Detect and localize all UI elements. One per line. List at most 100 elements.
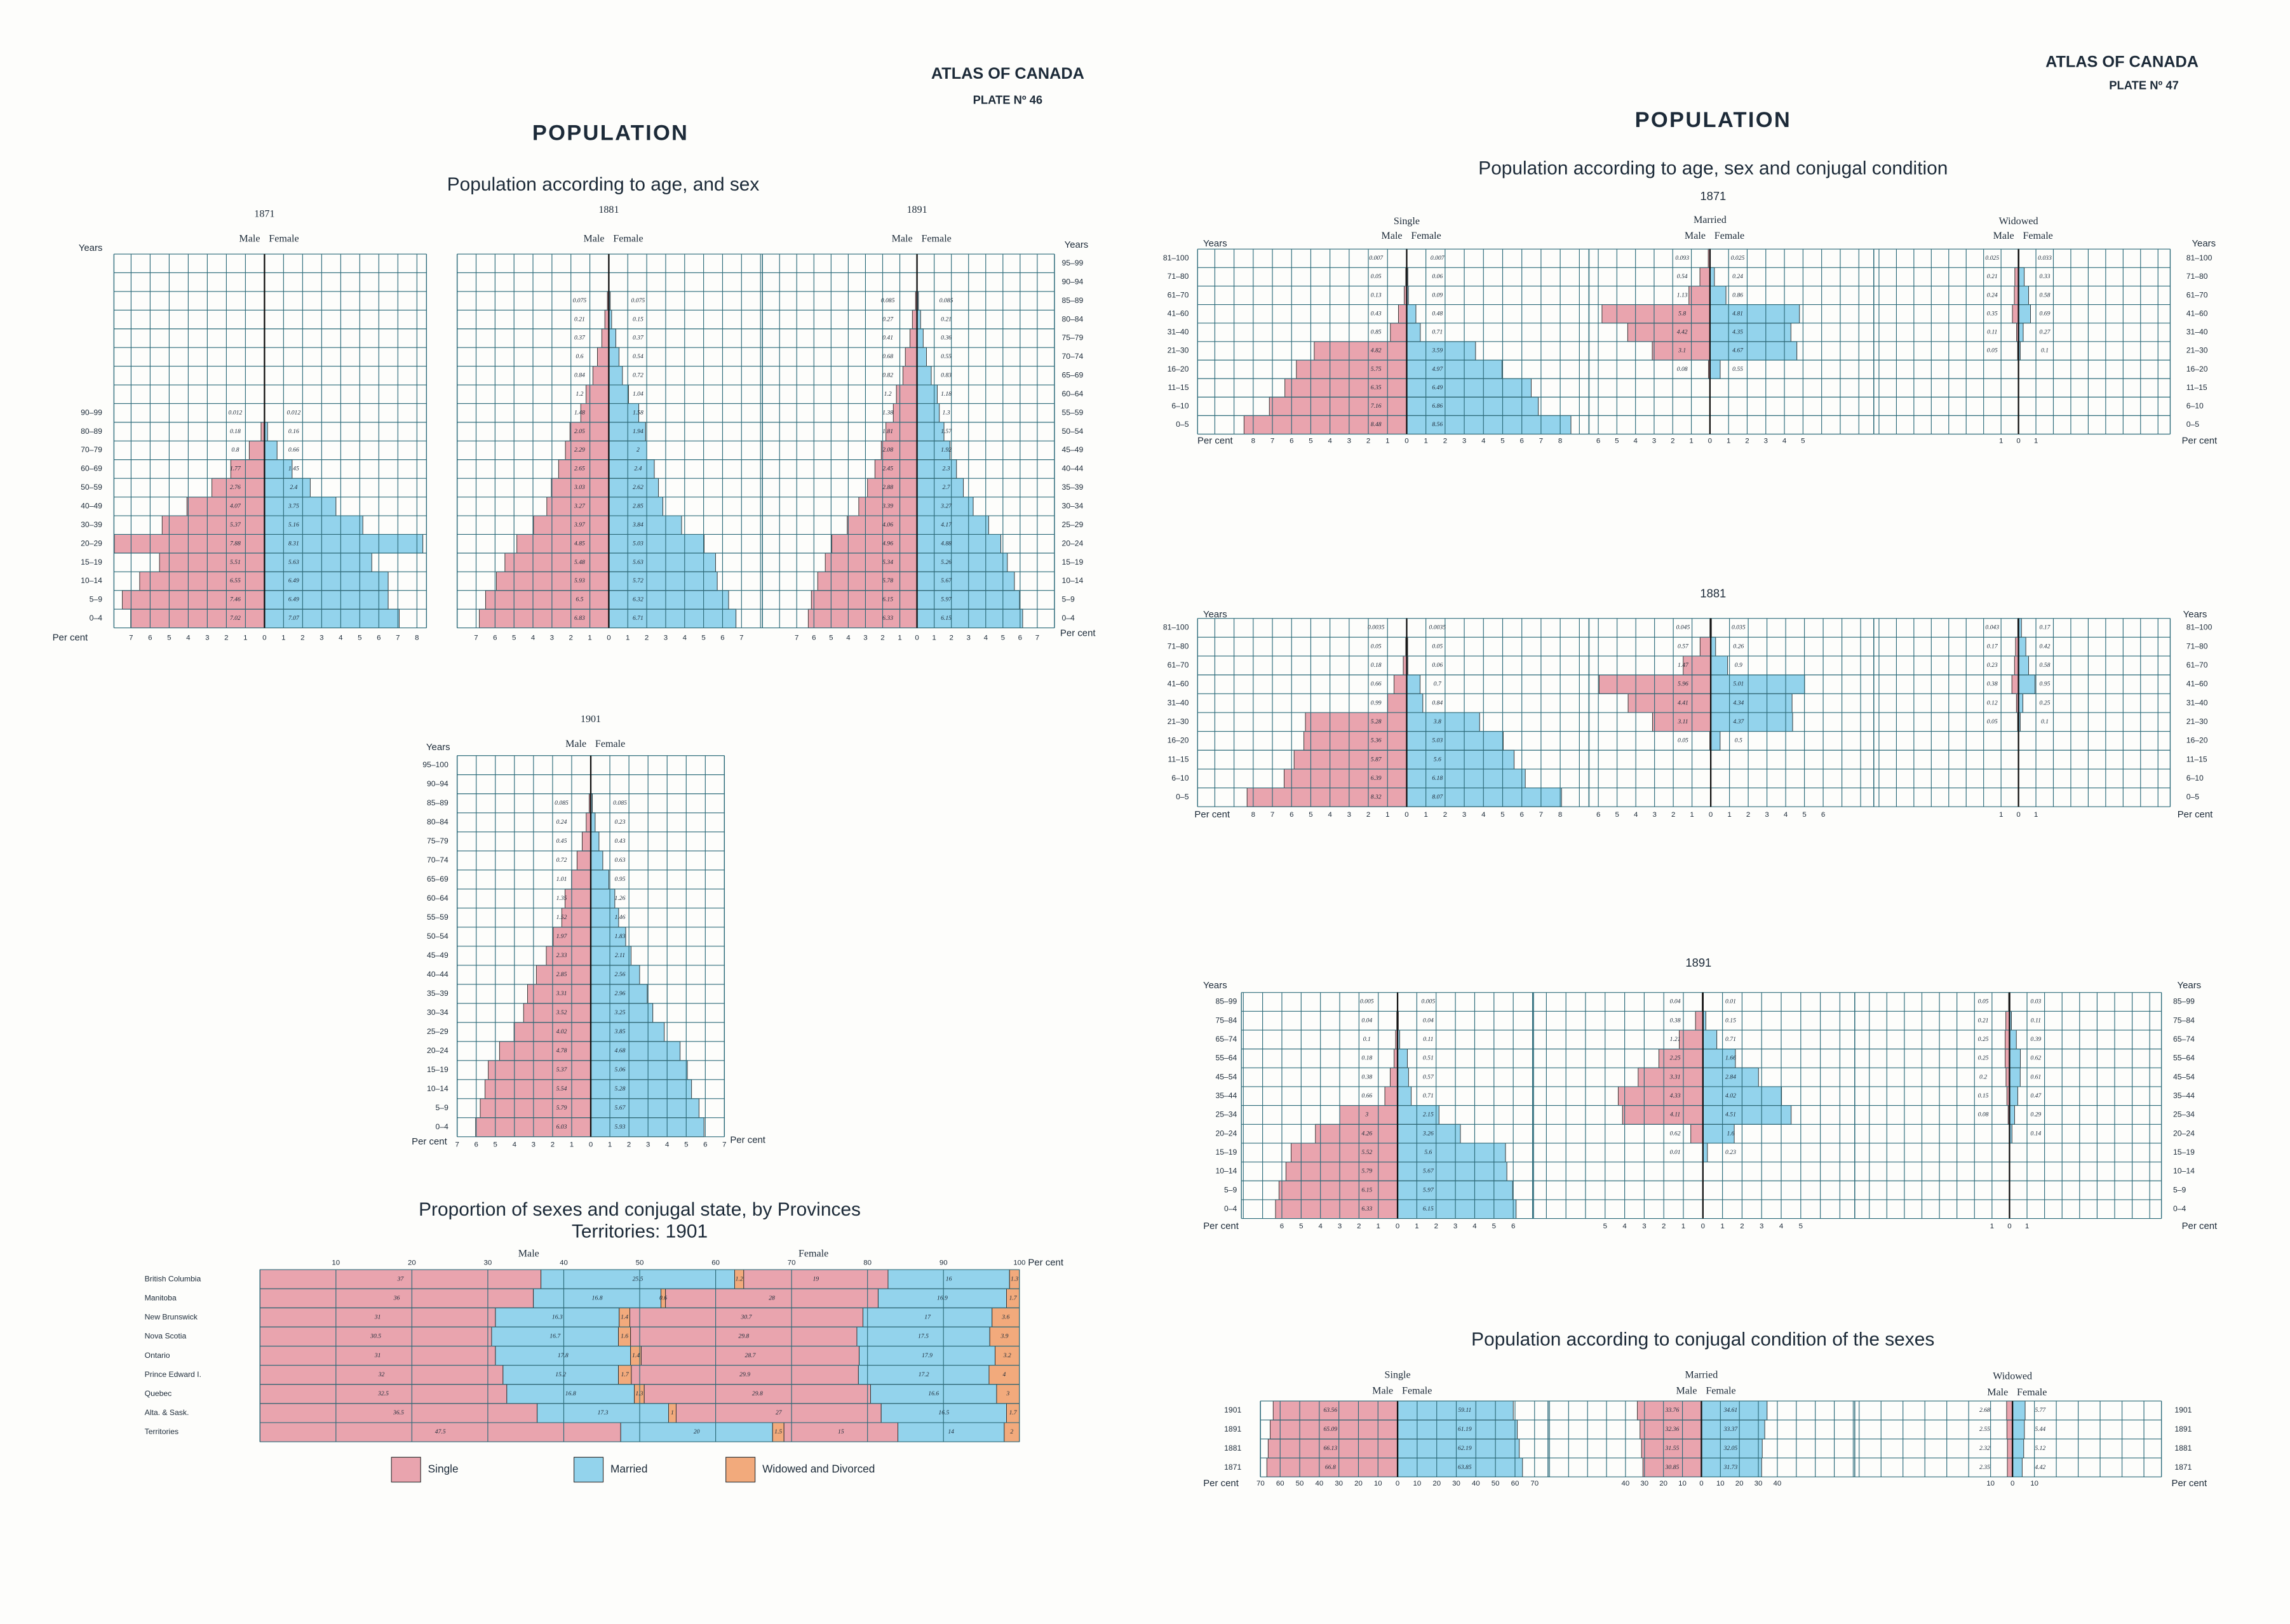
bar [1627, 693, 1711, 713]
value-label: 3.75 [288, 503, 299, 510]
value-label: 1.81 [882, 428, 893, 435]
x-tick-label: 1 [243, 634, 247, 642]
axis-label: Per cent [1060, 628, 1096, 639]
bar [161, 515, 265, 535]
value-label: 16.5 [938, 1409, 949, 1416]
value-label: 4.81 [1732, 310, 1743, 317]
bar [1406, 731, 1504, 751]
value-label: 5.01 [1733, 681, 1744, 688]
panel-title: 1881 [598, 205, 619, 215]
value-label: 20 [694, 1428, 700, 1435]
x-tick-label: 5 [1603, 1223, 1607, 1230]
bar [1303, 731, 1407, 751]
value-label: 7.88 [230, 540, 241, 547]
value-label: 3 [1006, 1390, 1009, 1397]
value-label: 16.6 [928, 1390, 939, 1397]
x-tick-label: 4 [1634, 811, 1638, 819]
x-tick-label: 0 [1396, 1223, 1399, 1230]
category-label: 1891 [1224, 1425, 1241, 1433]
bar [917, 553, 1008, 572]
value-label: 0.11 [2031, 1017, 2041, 1024]
panel-title: Widowed [1993, 1371, 2032, 1382]
bar [1701, 1439, 1763, 1459]
category-label: 61–70 [1168, 290, 1189, 299]
category-label: 71–80 [2186, 272, 2208, 281]
x-tick-label: 4 [665, 1141, 670, 1148]
value-label: 3.27 [940, 503, 952, 510]
bar [1679, 1030, 1704, 1050]
value-label: 0.085 [881, 297, 895, 304]
value-label: 6.33 [1361, 1205, 1372, 1212]
value-label: 4.35 [1732, 329, 1743, 336]
value-label: 5.75 [1371, 366, 1382, 373]
x-tick-label: 1 [570, 1141, 574, 1148]
x-tick-label: 0 [1701, 1223, 1705, 1230]
value-label: 6.39 [1371, 775, 1382, 782]
value-label: 0.15 [1725, 1017, 1736, 1024]
x-tick-label: 10 [1374, 1480, 1382, 1487]
sex-label: Female [1706, 1386, 1735, 1397]
value-label: 0.68 [882, 353, 893, 360]
category-label: 81–100 [2186, 623, 2213, 632]
x-tick-label: 2 [1443, 811, 1447, 819]
category-label: 45–54 [2173, 1072, 2195, 1081]
bar [495, 571, 609, 591]
axis-label: Per cent [53, 633, 88, 643]
value-label: 4.42 [2035, 1464, 2045, 1471]
years-label: Years [1065, 239, 1089, 250]
category-label: 35–44 [2173, 1091, 2195, 1100]
value-label: 0.18 [1371, 662, 1382, 669]
value-label: 0.38 [1361, 1073, 1372, 1080]
bar [1384, 1086, 1398, 1106]
value-label: 5.51 [230, 559, 241, 566]
category-label: 10–14 [1061, 576, 1083, 585]
value-label: 33.76 [1665, 1407, 1680, 1414]
value-label: 2.4 [634, 466, 642, 473]
legend-label: Widowed and Divorced [762, 1463, 875, 1475]
sex-label: Female [1714, 231, 1744, 241]
x-tick-label: 0 [1404, 437, 1408, 445]
value-label: 7.46 [230, 596, 241, 603]
x-tick-label: 5 [1500, 811, 1504, 819]
category-label: 81–100 [1163, 253, 1189, 262]
value-label: 0.012 [229, 409, 243, 416]
bar [230, 459, 265, 479]
x-tick-label: 7 [455, 1141, 459, 1148]
bar [1638, 1067, 1704, 1087]
category-label: 41–60 [1168, 309, 1189, 318]
value-label: 17.9 [922, 1352, 933, 1359]
value-label: 7.07 [288, 615, 300, 622]
value-label: 1.48 [574, 409, 585, 416]
x-tick-label: 4 [1328, 437, 1332, 445]
plate-heading: POPULATION [532, 121, 689, 145]
bar [1695, 1010, 1704, 1031]
sex-label: Male [1987, 1387, 2008, 1398]
x-tick-label: 60 [711, 1259, 720, 1267]
bar [159, 553, 265, 572]
value-label: 6.55 [230, 577, 241, 584]
value-label: 0.04 [1423, 1017, 1434, 1024]
bar [597, 347, 609, 367]
x-tick-label: 1 [1727, 811, 1731, 819]
value-label: 31 [374, 1352, 381, 1359]
category-label: 60–64 [1061, 389, 1083, 398]
bar [1406, 304, 1417, 324]
x-tick-label: 30 [484, 1259, 492, 1267]
category-label: Manitoba [145, 1293, 177, 1302]
category-label: 1881 [1224, 1444, 1241, 1453]
value-label: 0.71 [1423, 1092, 1434, 1099]
category-label: 21–30 [2186, 717, 2208, 726]
category-label: 16–20 [1168, 365, 1189, 373]
x-tick-label: 0 [1709, 811, 1713, 819]
value-label: 0.51 [1423, 1055, 1434, 1062]
category-label: 1871 [1224, 1463, 1241, 1472]
value-label: 4.33 [1670, 1092, 1681, 1099]
x-tick-label: 20 [1735, 1480, 1744, 1487]
x-tick-label: 8 [1251, 811, 1255, 819]
value-label: 1.57 [941, 428, 952, 435]
category-label: 5–9 [90, 595, 103, 604]
x-tick-label: 6 [475, 1141, 478, 1148]
x-tick-label: 6 [720, 634, 724, 642]
x-tick-label: 2 [1671, 437, 1674, 445]
value-label: 34.61 [1723, 1407, 1738, 1414]
